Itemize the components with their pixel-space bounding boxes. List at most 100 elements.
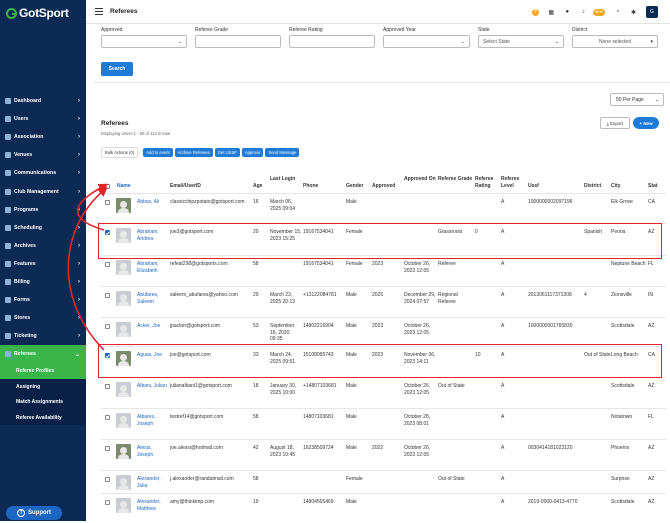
column-header-approved[interactable]: Approved <box>372 183 396 189</box>
row-checkbox[interactable] <box>105 415 110 420</box>
column-header-city[interactable]: City <box>611 183 621 189</box>
chat-icon[interactable]: ◔ <box>615 9 620 15</box>
sidebar-item-features[interactable]: Features › <box>0 255 86 273</box>
table-row[interactable]: Alexander, Matthew amy@thinkimp.com 19 1480… <box>101 493 666 523</box>
approved-select[interactable]: ⌄ <box>101 35 187 48</box>
column-header-stat[interactable]: Stat <box>648 183 658 189</box>
sidebar-item-stores[interactable]: Stores › <box>0 309 86 327</box>
gotsport-logo[interactable]: GotSport <box>6 6 69 20</box>
row-checkbox[interactable] <box>105 230 110 235</box>
sidebar-item-label: Club Management <box>14 188 59 195</box>
column-header-age[interactable]: Age <box>253 183 263 189</box>
district-multiselect[interactable]: None selected ▾ <box>572 35 658 48</box>
column-header-gender[interactable]: Gender <box>346 183 364 189</box>
cell-gender: Male <box>346 383 357 389</box>
state-select[interactable]: Select State ⌄ <box>478 35 564 48</box>
table-row[interactable]: Albares, Joseph testref14@gotsport.com 58 1… <box>101 408 666 439</box>
sidebar-item-club-management[interactable]: Club Management › <box>0 182 86 200</box>
help-icon[interactable]: ? <box>531 8 539 16</box>
search-button[interactable]: Search <box>101 62 133 76</box>
referee-name-link[interactable]: Alexander, Matthew <box>137 499 161 512</box>
column-header-last-login[interactable]: Last Login <box>270 176 296 182</box>
referee-name-link[interactable]: Acker, Joe <box>137 323 161 329</box>
referee-name-link[interactable]: Abufares, Saleem <box>137 292 159 305</box>
table-row[interactable]: Aguas, Joe joe@gotsport.com 33 March 24, 20… <box>101 346 666 377</box>
per-page-select[interactable]: 50 Per Page ⌄ <box>610 93 664 106</box>
bulk-send-message-button[interactable]: Send Message <box>265 148 300 157</box>
referee-name-link[interactable]: Albani, Julian <box>137 383 167 389</box>
gear-icon[interactable]: ✱ <box>630 9 637 16</box>
referee-name-link[interactable]: Abbas, Ali <box>137 199 160 205</box>
table-row[interactable]: Abufares, Saleem saleem_abufares@yahoo.co… <box>101 286 666 317</box>
table-row[interactable]: Alessi, Joseph joe.alessi@hotmail.com 42 Au… <box>101 439 666 470</box>
referee-name-link[interactable]: Alexander, Julia <box>137 476 161 489</box>
bell-icon[interactable]: ♪ <box>581 9 585 15</box>
sidebar-item-referees[interactable]: Referees ⌄ <box>0 345 86 364</box>
referee-grade-input[interactable] <box>195 35 281 48</box>
grid-icon[interactable]: ▦ <box>548 9 555 16</box>
referee-rating-input[interactable] <box>289 35 375 48</box>
cell-city: Phoenix <box>611 445 630 451</box>
column-header-referee-grade[interactable]: Referee Grade <box>438 176 473 182</box>
table-row[interactable]: Acker, Joe jpacker@gotsport.com 53 Septembe… <box>101 317 666 346</box>
table-row[interactable]: Alexander, Julia j.alexander@randatmail.c… <box>101 470 666 493</box>
avatar[interactable]: G <box>646 6 658 18</box>
sidebar-item-scheduling[interactable]: Scheduling › <box>0 219 86 237</box>
approved-year-select[interactable]: ⌄ <box>383 35 470 48</box>
cell-age: 42 <box>253 445 259 451</box>
sidebar-item-users[interactable]: Users › <box>0 110 86 128</box>
bulk-add-to-event-button[interactable]: Add to event <box>143 148 173 157</box>
column-header-approved-on[interactable]: Approved On <box>404 176 436 182</box>
cell-level: A <box>501 261 505 267</box>
sidebar-item-ticketing[interactable]: Ticketing › <box>0 327 86 345</box>
submenu-item-referee-profiles[interactable]: Referee Profiles <box>0 363 86 379</box>
user-icon[interactable]: ● <box>565 9 570 15</box>
cell-phone: 16238509724 <box>303 445 334 451</box>
bulk-approve-button[interactable]: Approve <box>241 148 264 157</box>
row-checkbox[interactable] <box>105 324 110 329</box>
sidebar-item-association[interactable]: Association › <box>0 128 86 146</box>
column-header-referee-level[interactable]: Referee Level <box>501 176 520 189</box>
referee-name-link[interactable]: Alessi, Joseph <box>137 445 154 458</box>
submenu-item-assigning[interactable]: Assigning <box>16 383 41 390</box>
export-button[interactable]: ⤓ Export <box>600 117 630 129</box>
row-checkbox[interactable] <box>105 293 110 298</box>
row-checkbox[interactable] <box>105 384 110 389</box>
cell-district: Spanish <box>584 229 603 235</box>
new-referee-button[interactable]: + New <box>633 117 659 129</box>
column-header-district[interactable]: District <box>584 183 602 189</box>
bulk-actions-dropdown[interactable]: Bulk Actions (0) <box>101 147 139 158</box>
referee-name-link[interactable]: Albares, Joseph <box>137 414 156 427</box>
support-button[interactable]: ? Support <box>6 506 62 520</box>
column-header-name[interactable]: Name <box>117 183 131 189</box>
sidebar-item-dashboard[interactable]: Dashboard › <box>0 92 86 110</box>
row-checkbox[interactable] <box>105 353 110 358</box>
referee-name-link[interactable]: Abraham, Elizabeth <box>137 261 159 274</box>
column-header-ussf[interactable]: Ussf <box>528 183 539 189</box>
submenu-item-referee-availability[interactable]: Referee Availability <box>16 414 62 421</box>
column-header-email-userid[interactable]: Email/UserID <box>170 183 201 189</box>
sidebar-item-communications[interactable]: Communications › <box>0 164 86 182</box>
referee-name-link[interactable]: Aguas, Joe <box>137 352 163 358</box>
bulk-archive-referees-button[interactable]: Archive Referees <box>174 148 213 157</box>
row-checkbox[interactable] <box>105 200 110 205</box>
table-row[interactable]: Abraham, Elizabeth refeat298@gotsports.co… <box>101 255 666 286</box>
bulk-get-ussf-button[interactable]: Get USSF <box>214 148 240 157</box>
sidebar-item-venues[interactable]: Venues › <box>0 146 86 164</box>
row-checkbox[interactable] <box>105 500 110 505</box>
hamburger-menu-icon[interactable] <box>95 8 103 15</box>
row-checkbox[interactable] <box>105 446 110 451</box>
column-header-phone[interactable]: Phone <box>303 183 319 189</box>
referee-name-link[interactable]: Abraham, Andrea <box>137 229 159 242</box>
sidebar-item-archives[interactable]: Archives › <box>0 237 86 255</box>
sidebar-item-billing[interactable]: Billing › <box>0 273 86 291</box>
sidebar-item-forms[interactable]: Forms › <box>0 291 86 309</box>
table-row[interactable]: Abbas, Ali classicchipzpotato@gotsport.co… <box>101 193 666 223</box>
sidebar-item-programs[interactable]: Programs › <box>0 201 86 219</box>
submenu-item-match-assignments[interactable]: Match Assignments <box>16 399 64 406</box>
cell-age: 19 <box>253 499 259 505</box>
row-checkbox[interactable] <box>105 262 110 267</box>
row-checkbox[interactable] <box>105 477 110 482</box>
column-header-referee-rating[interactable]: Referee Rating <box>475 176 494 189</box>
cell-level: A <box>501 476 505 482</box>
